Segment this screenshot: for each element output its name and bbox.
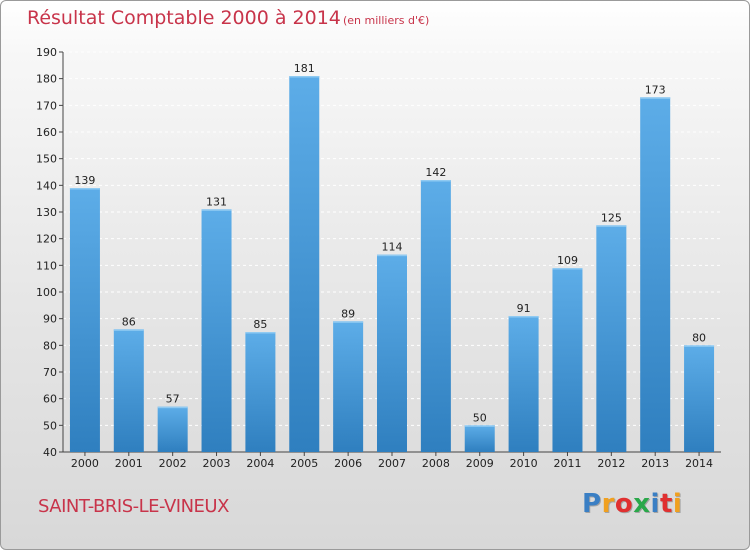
bar bbox=[333, 321, 364, 452]
bar bbox=[508, 316, 539, 452]
y-tick-label: 110 bbox=[36, 259, 57, 272]
x-tick-label: 2008 bbox=[422, 457, 450, 470]
logo-letter: x bbox=[633, 489, 651, 519]
data-label: 50 bbox=[473, 411, 487, 424]
y-tick-label: 120 bbox=[36, 233, 57, 246]
data-label: 114 bbox=[382, 241, 403, 254]
bar-highlight bbox=[157, 406, 188, 409]
data-label: 173 bbox=[645, 83, 666, 96]
logo-letter: i bbox=[650, 489, 660, 519]
y-tick-label: 80 bbox=[43, 339, 57, 352]
logo-letter: o bbox=[614, 489, 634, 519]
y-tick-label: 40 bbox=[43, 446, 57, 459]
chart-subtitle: (en milliers d'€) bbox=[343, 14, 430, 27]
bar bbox=[201, 209, 232, 452]
x-tick-label: 2001 bbox=[115, 457, 143, 470]
x-tick-label: 2000 bbox=[71, 457, 99, 470]
data-label: 86 bbox=[122, 315, 136, 328]
y-tick-label: 180 bbox=[36, 73, 57, 86]
data-label: 80 bbox=[692, 331, 706, 344]
data-label: 109 bbox=[557, 254, 578, 267]
x-tick-label: 2010 bbox=[510, 457, 538, 470]
proxiti-logo: Proxiti bbox=[582, 489, 682, 519]
y-tick-label: 90 bbox=[43, 313, 57, 326]
bar bbox=[596, 225, 627, 452]
y-tick-label: 190 bbox=[36, 46, 57, 59]
data-label: 181 bbox=[294, 62, 315, 75]
data-label: 139 bbox=[74, 174, 95, 187]
x-tick-label: 2013 bbox=[641, 457, 669, 470]
bar bbox=[245, 332, 276, 452]
bar bbox=[113, 329, 144, 452]
bar-highlight bbox=[69, 188, 100, 190]
bar-highlight bbox=[245, 332, 276, 334]
bar-highlight bbox=[333, 321, 364, 323]
y-tick-label: 140 bbox=[36, 179, 57, 192]
x-tick-label: 2009 bbox=[466, 457, 494, 470]
logo-letter: P bbox=[582, 489, 602, 519]
x-tick-label: 2004 bbox=[246, 457, 274, 470]
data-label: 142 bbox=[425, 166, 446, 179]
bar bbox=[377, 254, 407, 452]
data-label: 85 bbox=[253, 318, 267, 331]
bar bbox=[69, 188, 100, 452]
bar-layer bbox=[69, 76, 715, 452]
bar bbox=[289, 76, 320, 452]
bar-highlight bbox=[684, 345, 715, 347]
data-label: 125 bbox=[601, 211, 622, 224]
bar bbox=[552, 268, 583, 452]
x-tick-label: 2005 bbox=[290, 457, 318, 470]
bar bbox=[684, 345, 715, 452]
bar-highlight bbox=[420, 180, 451, 182]
commune-name: SAINT-BRIS-LE-VINEUX bbox=[38, 496, 229, 517]
logo-letter: i bbox=[672, 489, 683, 519]
chart-title: Résultat Comptable 2000 à 2014 bbox=[27, 7, 341, 29]
data-label: 91 bbox=[517, 302, 531, 315]
label-layer: 139 86 57 131 85 181 89 114 142 50 91 109 125 173 80 bbox=[74, 62, 706, 424]
bar-highlight bbox=[289, 76, 320, 78]
bar bbox=[157, 406, 188, 452]
y-tick-label: 100 bbox=[36, 286, 57, 299]
y-tick-label: 60 bbox=[43, 393, 57, 406]
bar-highlight bbox=[640, 97, 671, 99]
bar bbox=[464, 425, 495, 452]
y-tick-label: 130 bbox=[36, 206, 57, 219]
y-tick-label: 150 bbox=[36, 153, 57, 166]
data-label: 131 bbox=[206, 195, 227, 208]
data-label: 89 bbox=[341, 307, 355, 320]
axis-layer: 40 50 60 70 80 90 100 110 120 130 140 150 160 170 180 1… bbox=[36, 46, 721, 470]
y-tick-label: 170 bbox=[36, 99, 57, 112]
x-tick-label: 2006 bbox=[334, 457, 362, 470]
bar-highlight bbox=[552, 268, 583, 270]
x-tick-label: 2011 bbox=[553, 457, 581, 470]
x-tick-label: 2014 bbox=[685, 457, 713, 470]
bar-highlight bbox=[377, 254, 407, 257]
x-tick-label: 2012 bbox=[597, 457, 625, 470]
y-tick-label: 160 bbox=[36, 126, 57, 139]
bar bbox=[640, 97, 671, 452]
bar-highlight bbox=[201, 209, 232, 211]
bar-highlight bbox=[113, 329, 144, 331]
bar-highlight bbox=[596, 225, 627, 227]
x-tick-label: 2003 bbox=[203, 457, 231, 470]
bar bbox=[420, 180, 451, 452]
y-tick-label: 50 bbox=[43, 419, 57, 432]
bar-highlight bbox=[508, 316, 539, 318]
logo-letter: r bbox=[601, 489, 615, 519]
logo-letter: t bbox=[659, 489, 673, 519]
x-tick-label: 2002 bbox=[159, 457, 187, 470]
y-tick-label: 70 bbox=[43, 366, 57, 379]
data-label: 57 bbox=[166, 393, 180, 406]
x-tick-label: 2007 bbox=[378, 457, 406, 470]
bar-highlight bbox=[464, 425, 495, 427]
